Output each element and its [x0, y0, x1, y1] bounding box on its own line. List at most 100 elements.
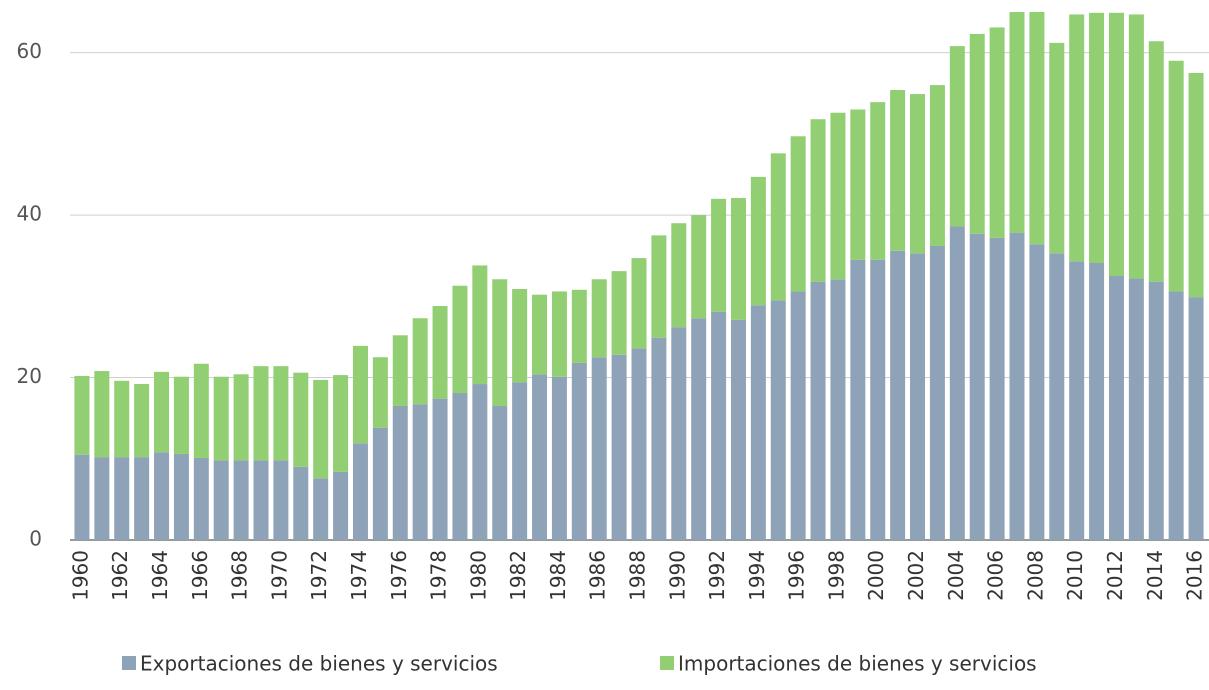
bar-segment [1009, 232, 1025, 540]
x-tick-label: 1966 [188, 550, 212, 601]
bar-segment [94, 371, 110, 458]
x-tick-label: 1998 [824, 550, 848, 601]
bar-segment [452, 392, 468, 540]
y-tick-label: 0 [29, 527, 42, 551]
x-tick-label: 2000 [864, 550, 888, 601]
bar-segment [492, 279, 508, 406]
bar-segment [671, 327, 687, 540]
bar-segment [890, 250, 906, 540]
bar-segment [750, 305, 766, 540]
bar-segment [969, 233, 985, 540]
x-tick-label: 1980 [466, 550, 490, 601]
x-tick-label: 2010 [1063, 550, 1087, 601]
x-tick-label: 2004 [944, 550, 968, 601]
legend-swatch [122, 656, 136, 670]
bar-segment [969, 33, 985, 234]
bar-segment [929, 85, 945, 246]
bar-segment [949, 46, 965, 227]
bar-segment [850, 259, 866, 540]
bar-segment [313, 478, 329, 540]
bar-segment [770, 153, 786, 301]
x-tick-label: 2008 [1023, 550, 1047, 601]
x-tick-label: 1994 [745, 550, 769, 601]
bar-segment [730, 319, 746, 540]
bar-segment [1188, 72, 1204, 298]
x-tick-label: 1988 [626, 550, 650, 601]
bar-segment [432, 398, 448, 540]
bar-segment [1069, 261, 1085, 540]
bar-segment [830, 279, 846, 540]
bar-segment [989, 237, 1005, 540]
bar-segment [94, 457, 110, 540]
x-tick-label: 2014 [1143, 550, 1167, 601]
bar-segment [472, 265, 488, 385]
bar-segment [412, 318, 428, 405]
bar-segment [452, 285, 468, 393]
bar-segment [512, 288, 528, 383]
x-tick-label: 1962 [108, 550, 132, 601]
bar-segment [651, 337, 667, 540]
bar-segment [114, 457, 130, 540]
x-tick-label: 1972 [307, 550, 331, 601]
bar-segment [1029, 12, 1045, 245]
bar-segment [1009, 12, 1025, 233]
x-tick-label: 1960 [68, 550, 92, 601]
bar-segment [372, 427, 388, 540]
bar-segment [74, 454, 90, 540]
legend-label: Importaciones de bienes y servicios [678, 652, 1037, 676]
bar-segment [711, 198, 727, 312]
bar-segment [671, 223, 687, 328]
bar-segment [392, 335, 408, 406]
bar-segment [412, 404, 428, 540]
bar-segment [870, 259, 886, 540]
x-tick-label: 1996 [785, 550, 809, 601]
bar-segment [193, 363, 209, 458]
x-tick-label: 2012 [1103, 550, 1127, 601]
y-tick-label: 20 [17, 364, 42, 388]
x-tick-label: 1978 [427, 550, 451, 601]
bar-segment [472, 384, 488, 540]
bar-segment [134, 457, 150, 540]
bar-segment [1148, 41, 1164, 282]
bar-segment [910, 253, 926, 540]
bar-segment [492, 405, 508, 540]
bar-segment [134, 384, 150, 458]
bar-segment [532, 374, 548, 540]
x-tick-label: 1986 [586, 550, 610, 601]
bar-segment [770, 300, 786, 540]
bar-segment [253, 366, 269, 461]
bar-segment [651, 235, 667, 338]
bar-segment [611, 271, 627, 355]
legend-label: Exportaciones de bienes y servicios [140, 652, 498, 676]
bar-segment [910, 94, 926, 254]
bar-segment [1188, 297, 1204, 540]
bar-segment [591, 357, 607, 540]
bar-segment [154, 452, 170, 540]
bar-segment [830, 112, 846, 280]
bar-segment [74, 375, 90, 455]
y-tick-label: 60 [17, 39, 42, 63]
bar-segment [1089, 263, 1105, 540]
bar-segment [790, 291, 806, 540]
bar-segment [631, 258, 647, 349]
bar-segment [1168, 60, 1184, 292]
bar-segment [810, 281, 826, 540]
bar-segment [551, 291, 567, 377]
bar-segment [1108, 12, 1124, 276]
bar-segment [949, 226, 965, 540]
bar-segment [333, 375, 349, 472]
bar-segment [929, 245, 945, 540]
bar-segment [790, 136, 806, 292]
bar-segment [850, 109, 866, 260]
x-tick-label: 1984 [546, 550, 570, 601]
bar-segment [352, 443, 368, 540]
bar-segment [293, 372, 309, 467]
bar-segment [1128, 278, 1144, 540]
bar-segment [631, 348, 647, 540]
bar-segment [213, 460, 229, 540]
bar-segment [691, 215, 707, 319]
bar-segment [173, 453, 189, 540]
bar-segment [512, 382, 528, 540]
bar-segment [1168, 291, 1184, 540]
